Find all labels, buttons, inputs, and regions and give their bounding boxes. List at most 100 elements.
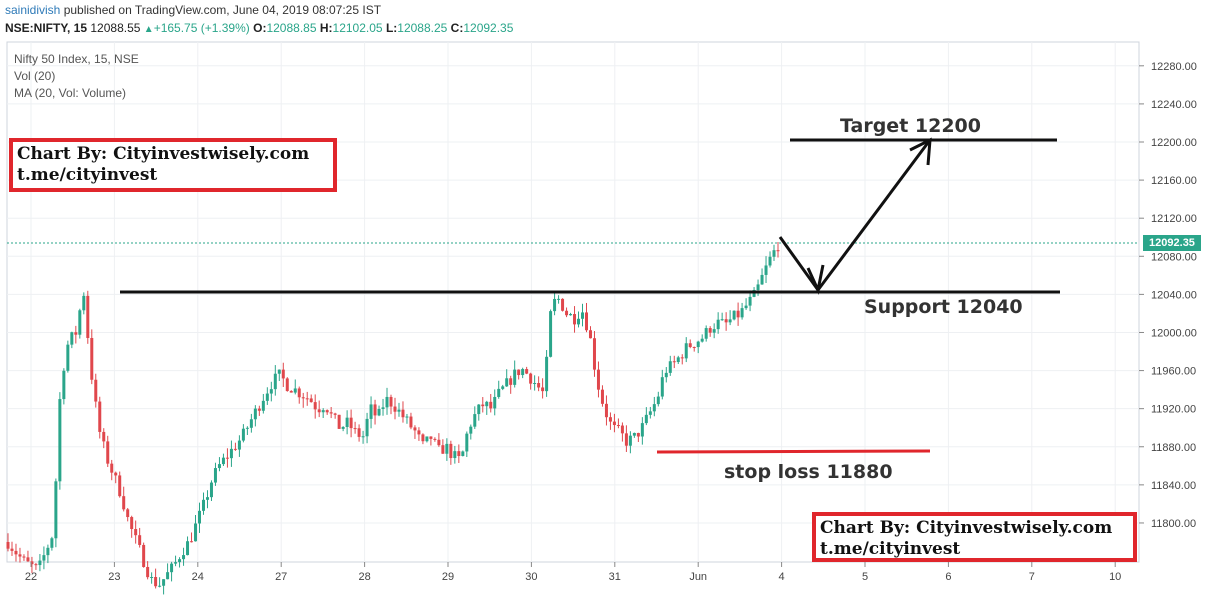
candle-body — [772, 250, 776, 257]
y-tick-label: 11800.00 — [1151, 518, 1196, 530]
candle-body — [138, 535, 142, 545]
candle-body — [150, 577, 154, 579]
candle-body — [744, 305, 748, 309]
candle-body — [329, 412, 333, 414]
stoploss-label: stop loss 11880 — [724, 461, 893, 483]
candle-body — [341, 426, 345, 429]
candle-body — [557, 298, 561, 300]
candle-body — [18, 554, 22, 557]
candle-body — [525, 369, 529, 374]
candle-body — [393, 406, 397, 412]
x-tick-label: 29 — [442, 571, 454, 583]
candle-body — [273, 373, 277, 390]
candle-body — [317, 409, 321, 413]
x-axis: 22 23 24 27 28 29 30 31 Jun 4 5 6 7 10 — [25, 562, 1121, 583]
candle-body — [369, 404, 373, 419]
candle-body — [704, 328, 708, 339]
candle-body — [130, 517, 134, 530]
x-tick-label: 10 — [1109, 571, 1121, 583]
candle-body — [221, 457, 225, 465]
x-tick-label: 22 — [25, 571, 37, 583]
candle-body — [449, 443, 453, 459]
y-axis: 12280.00 12240.00 12200.00 12160.00 12120.00… — [1139, 61, 1197, 530]
candle-body — [561, 298, 565, 311]
candle-body — [357, 428, 361, 437]
candle-body — [477, 404, 481, 415]
legend-title: Nifty 50 Index, 15, NSE — [14, 52, 139, 66]
candle-body — [493, 396, 497, 409]
last-value: 12088.55 — [90, 21, 141, 35]
candle-body — [676, 357, 680, 363]
candle-body — [465, 433, 469, 452]
candle-body — [301, 397, 305, 399]
candle-body — [50, 538, 54, 548]
candle-body — [94, 379, 98, 402]
candle-body — [110, 463, 114, 473]
candle-body — [353, 428, 357, 430]
y-tick-label: 12200.00 — [1151, 137, 1197, 149]
candle-body — [501, 386, 505, 389]
candle-body — [365, 418, 369, 437]
candle-body — [361, 436, 365, 438]
candle-body — [349, 417, 353, 429]
low-label: L: — [385, 21, 398, 35]
candle-body — [545, 356, 549, 392]
open-value: 12088.85 — [266, 21, 317, 35]
stoploss-line — [656, 449, 931, 454]
candle-body — [748, 296, 752, 306]
legend-volume: Vol (20) — [14, 69, 56, 83]
candle-body — [381, 407, 385, 409]
candle-body — [186, 541, 190, 556]
annotation-lines — [120, 137, 1060, 454]
candle-body — [473, 414, 477, 427]
candle-body — [648, 411, 652, 415]
symbol: NSE:NIFTY, 15 — [5, 21, 88, 35]
publisher-name[interactable]: sainidivish — [5, 3, 61, 17]
candle-body — [46, 547, 50, 556]
candle-body — [70, 332, 74, 345]
candle-body — [229, 448, 233, 459]
candle-body — [569, 314, 573, 316]
candle-body — [604, 403, 608, 418]
candle-body — [624, 433, 628, 446]
y-tick-label: 11880.00 — [1151, 442, 1196, 454]
watermark-line2: t.me/cityinvest — [17, 165, 158, 185]
candle-body — [397, 409, 401, 412]
candle-body — [668, 361, 672, 373]
watermark-line2: t.me/cityinvest — [820, 539, 961, 559]
x-tick-label: 5 — [862, 571, 868, 583]
candle-body — [158, 585, 162, 587]
candle-body — [700, 338, 704, 342]
candle-body — [509, 378, 513, 385]
candle-body — [684, 343, 688, 359]
candle-body — [696, 341, 700, 348]
candle-body — [146, 566, 150, 578]
projection-arrow — [778, 139, 932, 293]
candle-body — [401, 409, 405, 418]
watermark-line1: Chart By: Cityinvestwisely.com — [17, 144, 310, 164]
candle-body — [74, 332, 78, 335]
candle-body — [122, 496, 126, 510]
candle-body — [724, 319, 728, 323]
candle-body — [712, 329, 716, 333]
candle-body — [166, 572, 170, 580]
candle-body — [98, 401, 102, 432]
x-tick-label: 30 — [525, 571, 537, 583]
candle-body — [732, 310, 736, 320]
candle-body — [469, 426, 473, 434]
candle-body — [78, 310, 82, 335]
candle-body — [174, 562, 178, 564]
candle-body — [118, 475, 122, 497]
candle-body — [628, 435, 632, 446]
candle-body — [114, 472, 118, 476]
candle-body — [6, 542, 10, 549]
candle-body — [688, 343, 692, 348]
candle-body — [198, 510, 202, 524]
candle-body — [38, 560, 42, 566]
candle-body — [154, 577, 158, 587]
candle-body — [584, 312, 588, 331]
support-label: Support 12040 — [864, 296, 1023, 318]
candle-body — [513, 369, 517, 385]
candle-body — [217, 464, 221, 469]
candle-body — [760, 274, 764, 285]
